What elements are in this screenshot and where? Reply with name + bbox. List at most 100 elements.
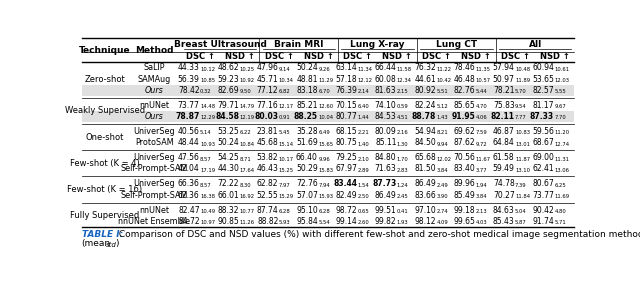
Text: 54.94: 54.94 [414,127,436,136]
Text: 9.14: 9.14 [279,67,291,72]
Text: 10.42: 10.42 [436,78,451,83]
Text: 15.65: 15.65 [318,142,333,147]
Text: 6.49: 6.49 [318,130,330,135]
Text: 86.49: 86.49 [414,179,436,188]
Text: 1.93: 1.93 [397,220,408,225]
Text: 99.82: 99.82 [375,217,397,226]
Text: 83.40: 83.40 [454,164,476,173]
Text: 52.55: 52.55 [257,191,278,200]
Text: DSC ↑: DSC ↑ [344,52,372,62]
Text: 12.34: 12.34 [397,78,412,83]
Text: 44.61: 44.61 [414,75,436,83]
Text: 10.04: 10.04 [318,116,333,120]
Text: 79.25: 79.25 [335,153,357,162]
Text: 97.10: 97.10 [414,205,436,214]
Text: 6.28: 6.28 [318,209,330,214]
Text: 76.32: 76.32 [414,63,436,72]
Text: 1.40: 1.40 [358,142,369,147]
Text: 84.63: 84.63 [493,205,515,214]
Text: 81.63: 81.63 [375,86,397,95]
Text: 82.11: 82.11 [491,112,515,121]
Text: 2.10: 2.10 [358,156,369,161]
Text: 4.51: 4.51 [397,116,409,120]
Text: 66.01: 66.01 [218,191,239,200]
Text: 2.16: 2.16 [397,130,409,135]
Text: 47.56: 47.56 [178,153,200,162]
Text: 7.70: 7.70 [554,116,566,120]
Text: 46.43: 46.43 [257,164,278,173]
Text: 12.12: 12.12 [358,78,372,83]
Text: Method: Method [135,46,173,55]
Text: 4.09: 4.09 [436,220,448,225]
Text: 5.54: 5.54 [318,220,330,225]
Text: 8.71: 8.71 [239,156,251,161]
Text: 57.18: 57.18 [335,75,357,83]
Text: 2.49: 2.49 [436,183,448,188]
Text: 85.21: 85.21 [296,101,318,110]
Text: 7.77: 7.77 [515,116,527,120]
Text: 13.06: 13.06 [554,168,570,173]
Text: 60.94: 60.94 [532,63,554,72]
Text: 66.36: 66.36 [178,179,200,188]
Text: 9.50: 9.50 [239,89,251,94]
Text: 15.14: 15.14 [279,142,294,147]
Text: 70.56: 70.56 [453,153,476,162]
Text: 82.47: 82.47 [178,205,200,214]
Text: 88.25: 88.25 [294,112,318,121]
Text: 1.24: 1.24 [397,183,409,188]
Text: DSC ↑: DSC ↑ [186,52,215,62]
Text: 66.40: 66.40 [296,153,318,162]
Text: 10.83: 10.83 [515,130,530,135]
Text: 5.55: 5.55 [554,89,566,94]
Text: 61.58: 61.58 [493,153,515,162]
Text: 1.94: 1.94 [476,183,488,188]
Text: 2.50: 2.50 [358,194,369,199]
Text: 1.54: 1.54 [358,183,369,188]
Text: 2.13: 2.13 [476,209,487,214]
Text: 59.56: 59.56 [532,127,554,136]
Text: 15.25: 15.25 [279,168,294,173]
Text: ProtoSAM: ProtoSAM [135,138,173,147]
Text: Self-Prompt-SAM: Self-Prompt-SAM [121,164,188,173]
Text: 86.49: 86.49 [375,191,397,200]
Text: Technique: Technique [79,46,131,55]
Text: 50.97: 50.97 [493,75,515,83]
Text: Self-Prompt-SAM: Self-Prompt-SAM [121,191,188,200]
Text: 83.18: 83.18 [296,86,318,95]
Text: 5.12: 5.12 [436,104,448,109]
Text: NSD ↑: NSD ↑ [461,52,491,62]
Text: DSC ↑: DSC ↑ [501,52,530,62]
Text: 68.67: 68.67 [532,138,554,147]
Text: 82.76: 82.76 [454,86,476,95]
Text: 11.69: 11.69 [554,194,570,199]
Text: 11.26: 11.26 [239,220,255,225]
Text: 78.42: 78.42 [178,86,200,95]
Text: 3.84: 3.84 [436,168,448,173]
Text: 11.35: 11.35 [476,67,491,72]
Text: 66.44: 66.44 [374,63,397,72]
Text: 13.10: 13.10 [515,168,530,173]
Text: DSC ↑: DSC ↑ [265,52,294,62]
Text: 7.59: 7.59 [476,130,488,135]
Text: 1.43: 1.43 [436,116,448,120]
Text: 53.82: 53.82 [257,153,278,162]
Text: 80.09: 80.09 [375,127,397,136]
Text: 12.17: 12.17 [279,104,294,109]
Text: 84.50: 84.50 [414,138,436,147]
Text: 83.66: 83.66 [414,191,436,200]
Text: 89.96: 89.96 [454,179,476,188]
Text: 6.40: 6.40 [358,104,369,109]
Text: 2.45: 2.45 [397,194,409,199]
Text: 60.08: 60.08 [375,75,397,83]
Text: 9.96: 9.96 [318,156,330,161]
Text: 23.81: 23.81 [257,127,278,136]
Text: 54.25: 54.25 [218,153,239,162]
Text: 5.93: 5.93 [279,220,291,225]
Text: 50.24: 50.24 [296,63,318,72]
Text: 88.78: 88.78 [412,112,436,121]
Text: 99.18: 99.18 [454,205,476,214]
Text: 3.84: 3.84 [476,194,487,199]
Text: 0.91: 0.91 [279,116,291,120]
Text: 4.70: 4.70 [476,104,488,109]
Text: 77.12: 77.12 [257,86,278,95]
